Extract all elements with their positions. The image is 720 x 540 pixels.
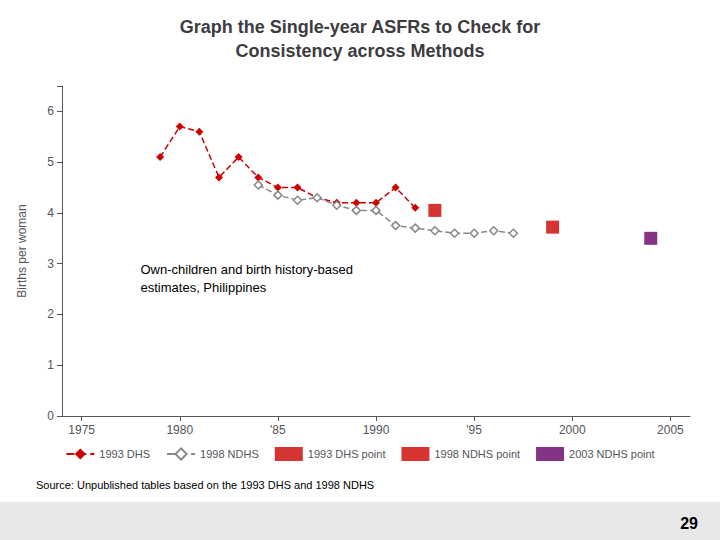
svg-text:'95: '95 — [466, 423, 482, 437]
svg-text:2000: 2000 — [559, 423, 586, 437]
svg-text:'85: '85 — [270, 423, 286, 437]
svg-text:6: 6 — [47, 104, 54, 118]
svg-text:29: 29 — [680, 515, 698, 532]
svg-text:1980: 1980 — [166, 423, 193, 437]
svg-text:Consistency across Methods: Consistency across Methods — [235, 41, 484, 61]
svg-text:3: 3 — [47, 257, 54, 271]
svg-text:Source: Unpublished tables bas: Source: Unpublished tables based on the … — [36, 479, 374, 491]
svg-text:1: 1 — [47, 358, 54, 372]
svg-text:Own-children and birth history: Own-children and birth history-based — [141, 262, 353, 277]
svg-text:1975: 1975 — [68, 423, 95, 437]
svg-text:5: 5 — [47, 155, 54, 169]
svg-text:Graph the Single-year ASFRs to: Graph the Single-year ASFRs to Check for — [180, 17, 540, 37]
svg-text:estimates, Philippines: estimates, Philippines — [141, 280, 267, 295]
svg-text:1993 DHS: 1993 DHS — [99, 448, 150, 460]
svg-text:1990: 1990 — [363, 423, 390, 437]
svg-text:2: 2 — [47, 307, 54, 321]
svg-text:Births per woman: Births per woman — [15, 204, 29, 297]
svg-text:1993 DHS point: 1993 DHS point — [308, 448, 386, 460]
svg-text:2003 NDHS point: 2003 NDHS point — [569, 448, 655, 460]
svg-text:4: 4 — [47, 206, 54, 220]
svg-text:1998 NDHS: 1998 NDHS — [200, 448, 259, 460]
svg-text:0: 0 — [47, 409, 54, 423]
svg-text:2005: 2005 — [657, 423, 684, 437]
svg-text:1998 NDHS point: 1998 NDHS point — [434, 448, 520, 460]
